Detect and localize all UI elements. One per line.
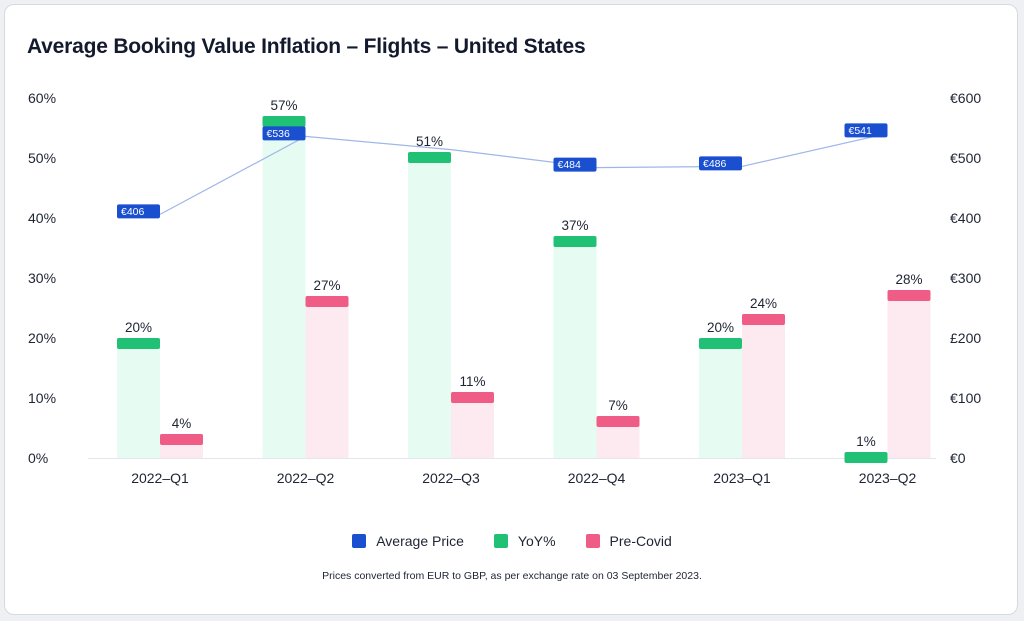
x-tick-label: 2022–Q4	[568, 470, 626, 486]
average-price-tag	[262, 126, 306, 141]
x-tick-label: 2022–Q1	[131, 470, 189, 486]
legend-swatch-average-price	[352, 534, 367, 548]
legend-label-pre-covid: Pre-Covid	[609, 533, 672, 549]
average-price-line	[159, 132, 888, 215]
y-right-tick-label: €100	[950, 390, 981, 406]
pre-covid-bar-cap	[596, 416, 640, 427]
yoy-bar	[408, 152, 451, 458]
chart-title: Average Booking Value Inflation – Flight…	[27, 35, 586, 58]
average-price-tag-label: €486	[703, 158, 727, 170]
chart-card: Average Booking Value Inflation – Flight…	[4, 4, 1018, 615]
pre-covid-bar-cap	[887, 290, 931, 301]
yoy-data-label: 20%	[707, 320, 734, 335]
average-price-tag	[117, 204, 160, 219]
y-right-tick-label: €300	[950, 270, 981, 286]
pre-covid-data-label: 27%	[313, 278, 340, 293]
y-right-tick-label: €0	[950, 450, 966, 466]
x-tick-label: 2022–Q3	[422, 470, 480, 486]
yoy-bar	[553, 236, 597, 458]
yoy-bar-cap	[844, 452, 888, 463]
y-left-tick-label: 0%	[28, 450, 48, 466]
pre-covid-bar-cap	[451, 392, 494, 403]
x-tick-label: 2023–Q1	[713, 470, 771, 486]
chart-footnote: Prices converted from EUR to GBP, as per…	[322, 570, 702, 582]
y-left-tick-label: 40%	[28, 210, 56, 226]
average-price-tag	[553, 157, 597, 172]
yoy-bar	[699, 338, 742, 458]
pre-covid-bar-cap	[742, 314, 785, 325]
y-left-tick-label: 30%	[28, 270, 56, 286]
legend-label-average-price: Average Price	[376, 533, 464, 549]
yoy-data-label: 20%	[125, 320, 152, 335]
yoy-bar-cap	[262, 116, 306, 127]
pre-covid-bar-cap	[160, 434, 203, 445]
y-right-tick-label: €500	[950, 150, 981, 166]
average-price-tag-label: €541	[849, 125, 873, 137]
pre-covid-bar-cap	[305, 296, 349, 307]
average-price-tag-label: €536	[267, 128, 291, 140]
legend-swatch-yoy	[493, 534, 508, 548]
legend-swatch-pre-covid	[585, 534, 600, 548]
chart-legend: Average Price YoY% Pre-Covid	[0, 533, 1024, 549]
legend-item-average-price: Average Price	[352, 533, 464, 549]
legend-item-yoy: YoY%	[493, 533, 556, 549]
y-left-tick-label: 50%	[28, 150, 56, 166]
pre-covid-data-label: 11%	[459, 374, 485, 389]
yoy-bar	[117, 338, 160, 458]
yoy-bar-cap	[117, 338, 160, 349]
x-tick-label: 2023–Q2	[859, 470, 917, 486]
yoy-data-label: 57%	[270, 98, 297, 113]
average-price-tag	[844, 123, 888, 138]
y-right-tick-label: €400	[950, 210, 981, 226]
pre-covid-data-label: 28%	[895, 272, 922, 287]
legend-item-pre-covid: Pre-Covid	[585, 533, 672, 549]
pre-covid-data-label: 4%	[172, 416, 192, 431]
y-left-tick-label: 60%	[28, 90, 56, 106]
x-tick-label: 2022–Q2	[277, 470, 335, 486]
yoy-data-label: 37%	[561, 218, 588, 233]
pre-covid-bar	[305, 296, 349, 458]
y-left-tick-label: 10%	[28, 390, 56, 406]
average-price-tag-label: €484	[558, 159, 582, 171]
y-right-tick-label: £200	[950, 330, 981, 346]
pre-covid-bar	[887, 290, 931, 458]
pre-covid-bar	[742, 314, 785, 458]
y-left-tick-label: 20%	[28, 330, 56, 346]
average-price-tag	[699, 156, 742, 171]
yoy-bar-cap	[408, 152, 451, 163]
yoy-bar-cap	[553, 236, 597, 247]
pre-covid-data-label: 24%	[750, 296, 777, 311]
average-price-tag-label: €406	[121, 206, 145, 218]
y-right-tick-label: €600	[950, 90, 981, 106]
legend-label-yoy: YoY%	[517, 533, 556, 549]
pre-covid-data-label: 7%	[608, 398, 628, 413]
yoy-bar	[262, 116, 306, 458]
yoy-data-label: 1%	[856, 434, 876, 449]
yoy-data-label: 51%	[416, 134, 443, 149]
yoy-bar-cap	[699, 338, 742, 349]
